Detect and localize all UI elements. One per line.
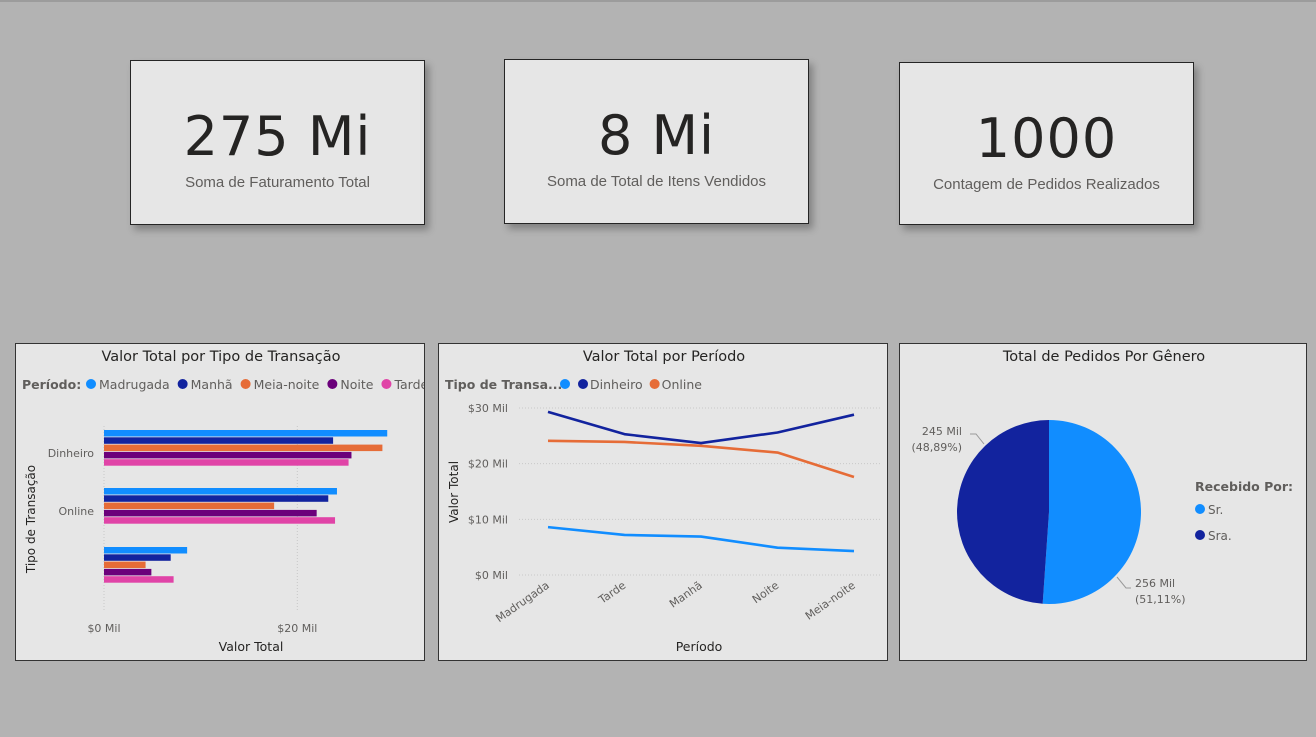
legend-label: Noite (340, 377, 373, 392)
bar-1-1 (104, 430, 388, 437)
series-line-1 (547, 525, 855, 553)
axis-labels: $0 Mil $20 Mil Dinheiro Online (48, 447, 318, 635)
kpi-value: 1000 (975, 107, 1118, 170)
kpi-label: Contagem de Pedidos Realizados (933, 176, 1160, 193)
leader-line (1116, 576, 1131, 589)
bar-3-4 (104, 568, 152, 576)
data-label-pct: (48,89%) (911, 441, 962, 454)
bar-3-3 (104, 561, 146, 569)
series-line-2 (547, 410, 855, 445)
kpi-card-pedidos[interactable]: 1000 Contagem de Pedidos Realizados (899, 62, 1194, 225)
data-label-pct: (51,11%) (1135, 593, 1186, 606)
kpi-card-itens-vendidos[interactable]: 8 Mi Soma de Total de Itens Vendidos (504, 59, 809, 224)
chart-title: Total de Pedidos Por Gênero (1002, 349, 1205, 365)
bar-1-3 (104, 444, 383, 452)
legend: Dinheiro Online (560, 377, 702, 392)
bars (104, 430, 388, 583)
data-label: 245 Mil (922, 425, 962, 438)
legend-title: Período: (22, 377, 81, 392)
legend-label: Dinheiro (590, 377, 643, 392)
bar-chart: Valor Total por Tipo de Transação Períod… (22, 349, 424, 654)
bar-chart-panel[interactable]: Valor Total por Tipo de Transação Períod… (15, 343, 425, 661)
legend-marker-2 (1195, 530, 1205, 540)
leader-line (970, 433, 985, 445)
y-tick-label: $30 Mil (468, 402, 508, 415)
legend-label: Tarde (393, 377, 424, 392)
x-tick-label: Manhã (667, 579, 705, 611)
bar-2-1 (104, 488, 337, 495)
x-tick-label: Meia-noite (803, 579, 858, 623)
legend-label: Meia-noite (254, 377, 320, 392)
axis-labels: $0 Mil $10 Mil $20 Mil $30 Mil Madrugada Tard… (468, 402, 858, 625)
bar-1-4 (104, 451, 352, 459)
kpi-label: Soma de Total de Itens Vendidos (546, 173, 767, 190)
y-tick-label: $20 Mil (468, 458, 508, 471)
x-tick-label: $20 Mil (277, 622, 317, 635)
x-axis-label: Valor Total (219, 639, 284, 654)
pie-chart-panel[interactable]: Total de Pedidos Por Gênero 256 Mil (51,1… (899, 343, 1307, 661)
bar-2-2 (104, 495, 329, 502)
legend-marker-1 (86, 379, 96, 389)
pie-slices (957, 420, 1141, 604)
chart-title: Valor Total por Período (583, 349, 745, 365)
legend-marker-1 (560, 379, 570, 389)
pie-slice-2 (957, 420, 1049, 604)
bar-2-5 (104, 517, 336, 524)
y-axis-label: Valor Total (447, 461, 461, 523)
legend-marker-3 (649, 379, 660, 389)
legend-marker-5 (381, 379, 392, 389)
x-tick-label: Noite (750, 579, 781, 606)
legend-marker-3 (240, 379, 251, 389)
legend: Madrugada Manhã Meia-noite Noite Tarde (86, 377, 424, 392)
kpi-card-faturamento[interactable]: 275 Mi Soma de Faturamento Total (130, 60, 425, 225)
legend-marker-4 (327, 379, 338, 389)
bar-3-1 (104, 547, 188, 554)
chart-title: Valor Total por Tipo de Transação (101, 349, 340, 365)
bar-1-2 (104, 437, 334, 444)
y-tick-label: $10 Mil (468, 513, 508, 526)
kpi-label: Soma de Faturamento Total (185, 174, 370, 191)
legend-marker-2 (578, 379, 588, 389)
legend-label: Online (662, 377, 703, 392)
legend-label: Madrugada (99, 377, 170, 392)
legend-label: Sr. (1208, 503, 1223, 517)
pie-slice-1 (1042, 420, 1141, 604)
y-tick-label: $0 Mil (475, 569, 508, 582)
bar-3-5 (104, 576, 174, 583)
kpi-value: 8 Mi (597, 104, 716, 167)
legend-title: Tipo de Transa... (445, 377, 562, 392)
legend-marker-1 (1195, 504, 1205, 514)
x-tick-label: Tarde (596, 579, 629, 607)
x-tick-label: Madrugada (493, 579, 551, 625)
line-chart: Valor Total por Período Tipo de Transa..… (445, 349, 881, 654)
bar-2-4 (104, 509, 317, 517)
data-label: 256 Mil (1135, 577, 1175, 590)
gridlines (519, 407, 881, 576)
y-tick-label: Dinheiro (48, 447, 95, 460)
x-tick-label: $0 Mil (87, 622, 120, 635)
x-axis-label: Período (676, 639, 723, 654)
legend-title: Recebido Por: (1195, 479, 1293, 494)
line-chart-panel[interactable]: Valor Total por Período Tipo de Transa..… (438, 343, 888, 661)
bar-1-5 (104, 459, 349, 466)
kpi-value: 275 Mi (183, 105, 372, 168)
series-line-3 (547, 439, 855, 479)
legend: Sr. Sra. (1195, 503, 1232, 543)
bar-2-3 (104, 502, 275, 510)
pie-chart: Total de Pedidos Por Gênero 256 Mil (51,1… (911, 349, 1293, 606)
y-axis-label: Tipo de Transação (24, 465, 38, 574)
y-tick-label: Online (59, 505, 95, 518)
bar-3-2 (104, 554, 171, 561)
data-labels: 256 Mil (51,11%) 245 Mil (48,89%) (911, 425, 1185, 606)
top-border (0, 0, 1316, 2)
legend-label: Manhã (191, 377, 233, 392)
legend-marker-2 (177, 379, 188, 389)
lines (547, 410, 855, 553)
legend-label: Sra. (1208, 529, 1232, 543)
